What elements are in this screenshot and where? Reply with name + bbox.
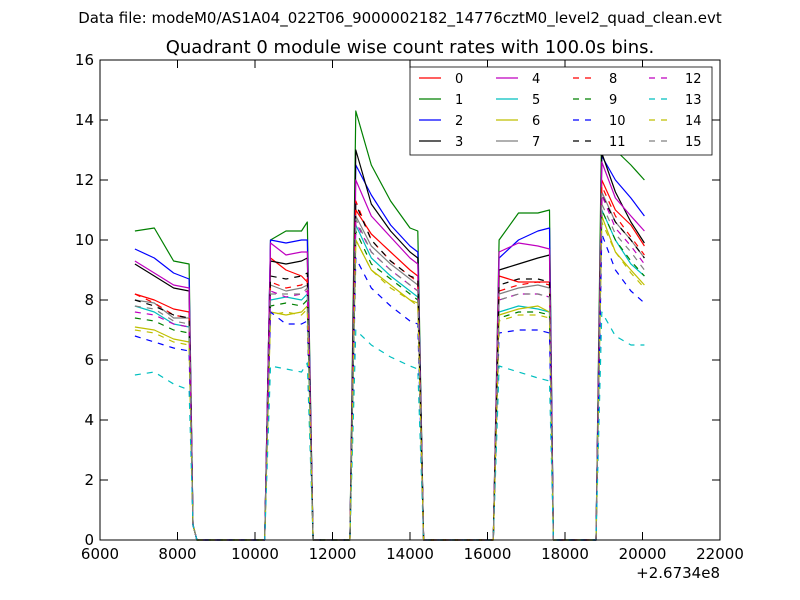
x-tick-label: 18000: [541, 545, 589, 563]
x-tick-label: 6000: [81, 545, 119, 563]
legend-label-1: 1: [455, 93, 463, 108]
y-tick-label: 4: [84, 411, 94, 429]
legend-label-4: 4: [532, 72, 540, 87]
legend-label-2: 2: [455, 114, 463, 129]
y-tick-label: 8: [84, 291, 94, 309]
y-tick-label: 14: [75, 111, 94, 129]
y-tick-label: 0: [84, 531, 94, 549]
legend-box: [409, 66, 713, 156]
legend-label-3: 3: [455, 135, 463, 150]
legend-label-14: 14: [685, 114, 702, 129]
y-tick-label: 2: [84, 471, 94, 489]
x-tick-label: 22000: [696, 545, 744, 563]
y-tick-label: 10: [75, 231, 94, 249]
x-offset-label: +2.6734e8: [636, 564, 720, 582]
legend-label-5: 5: [532, 93, 540, 108]
legend-label-0: 0: [455, 72, 463, 87]
chart-title: Quadrant 0 module wise count rates with …: [166, 37, 655, 58]
legend-label-7: 7: [532, 135, 540, 150]
legend-label-6: 6: [532, 114, 540, 129]
y-tick-label: 12: [75, 171, 94, 189]
legend-label-11: 11: [609, 135, 626, 150]
x-tick-label: 16000: [464, 545, 512, 563]
x-tick-label: 12000: [309, 545, 357, 563]
legend-label-9: 9: [609, 93, 617, 108]
x-tick-label: 14000: [386, 545, 434, 563]
legend-label-13: 13: [685, 93, 702, 108]
legend-label-10: 10: [609, 114, 626, 129]
x-tick-label: 8000: [158, 545, 196, 563]
x-tick-label: 20000: [619, 545, 667, 563]
plot-area: 6000 8000 10000 12000 14000 16000 18000 20000 22…: [75, 51, 744, 563]
legend-label-12: 12: [685, 72, 702, 87]
legend-label-8: 8: [609, 72, 617, 87]
y-tick-label: 16: [75, 51, 94, 69]
figure-suptitle: Data file: modeM0/AS1A04_022T06_90000021…: [78, 9, 722, 28]
x-tick-label: 10000: [231, 545, 279, 563]
legend-label-15: 15: [685, 135, 702, 150]
y-tick-label: 6: [84, 351, 94, 369]
